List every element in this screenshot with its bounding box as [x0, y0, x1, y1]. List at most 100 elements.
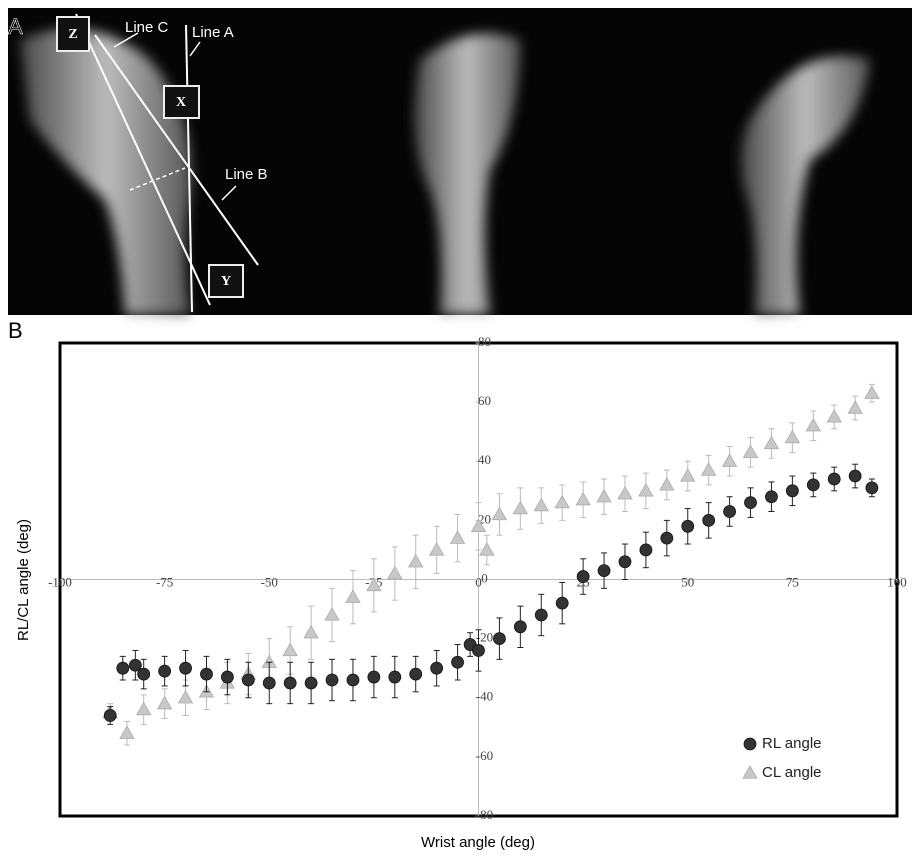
circle-marker — [472, 644, 485, 657]
circle-marker — [618, 555, 632, 569]
circle-marker — [827, 472, 841, 486]
circle-marker — [513, 620, 527, 634]
circle-marker — [723, 505, 736, 518]
circle-marker — [785, 484, 799, 498]
circle-marker — [702, 513, 716, 527]
circle-marker — [137, 667, 151, 681]
circle-marker — [346, 673, 360, 687]
triangle-marker — [491, 506, 508, 521]
circle-marker — [179, 661, 192, 675]
circle-marker — [409, 667, 423, 681]
triangle-marker — [826, 409, 842, 423]
circle-marker — [103, 709, 117, 722]
triangle-marker — [387, 565, 403, 580]
legend-marker — [742, 765, 758, 779]
legend-marker — [743, 737, 757, 751]
circle-marker — [660, 531, 674, 545]
circle-marker — [451, 655, 464, 669]
x-tick-label: 75 — [786, 574, 799, 589]
triangle-marker — [700, 462, 717, 476]
x-tick-label: 50 — [681, 574, 694, 589]
radiograph — [8, 8, 912, 315]
y-axis-label: RL/CL angle (deg) — [15, 519, 32, 641]
circle-marker — [597, 564, 611, 578]
triangle-marker — [617, 485, 633, 500]
y-tick-label: -60 — [476, 748, 493, 763]
triangle-marker — [449, 530, 466, 544]
legend-label: RL angle — [762, 735, 822, 752]
y-tick-label: 40 — [478, 452, 491, 467]
triangle-marker — [680, 468, 696, 482]
circle-marker — [848, 469, 862, 483]
y-tick-label: -40 — [476, 689, 493, 704]
triangle-marker — [659, 477, 675, 491]
triangle-marker — [282, 642, 298, 657]
x-tick-label: -75 — [156, 574, 173, 589]
circle-marker — [367, 670, 381, 684]
line-label: Line B — [225, 166, 268, 183]
circle-marker — [806, 478, 820, 492]
circle-marker — [744, 496, 757, 510]
panel-label: B — [8, 318, 23, 343]
triangle-marker — [408, 553, 424, 568]
circle-marker — [765, 490, 778, 504]
triangle-marker — [805, 417, 821, 432]
triangle-marker — [847, 400, 863, 414]
triangle-marker — [596, 488, 612, 503]
x-tick-label: 100 — [887, 574, 907, 589]
triangle-marker — [533, 497, 549, 512]
circle-marker — [304, 676, 318, 690]
circle-marker — [388, 670, 402, 684]
triangle-marker — [136, 701, 152, 716]
x-tick-label: -100 — [48, 574, 72, 589]
triangle-marker — [554, 494, 570, 509]
circle-marker — [430, 661, 444, 675]
box-label: X — [176, 95, 186, 110]
y-tick-label: 80 — [478, 334, 491, 349]
triangle-marker — [119, 725, 135, 739]
y-tick-label: 60 — [478, 393, 491, 408]
circle-marker — [116, 661, 130, 675]
y-tick-label: 0 — [481, 570, 488, 585]
legend-label: CL angle — [762, 764, 822, 781]
triangle-marker — [470, 518, 487, 532]
box-label: Z — [68, 27, 77, 42]
circle-marker — [241, 673, 255, 687]
triangle-marker — [512, 500, 529, 515]
triangle-marker — [324, 607, 340, 621]
line-label: Line C — [125, 19, 169, 36]
triangle-marker — [156, 695, 173, 710]
triangle-marker — [638, 483, 654, 497]
circle-marker — [639, 543, 653, 557]
y-tick-label: -80 — [476, 807, 493, 822]
x-tick-label: 0 — [475, 574, 482, 589]
circle-marker — [220, 670, 234, 684]
circle-marker — [200, 667, 213, 681]
triangle-marker — [428, 542, 445, 556]
box-label: Y — [221, 274, 231, 289]
line-label: Line A — [192, 24, 234, 41]
circle-marker — [534, 608, 548, 622]
triangle-marker — [366, 577, 382, 592]
triangle-marker — [479, 542, 495, 556]
triangle-marker — [575, 491, 591, 506]
circle-marker — [865, 481, 879, 495]
circle-marker — [325, 673, 339, 687]
circle-marker — [576, 570, 590, 583]
triangle-marker — [345, 589, 361, 603]
circle-marker — [283, 676, 297, 690]
panel-label: A — [8, 14, 23, 39]
circle-marker — [262, 676, 276, 690]
circle-marker — [493, 632, 506, 646]
x-tick-label: -50 — [261, 574, 278, 589]
x-axis-label: Wrist angle (deg) — [421, 834, 535, 851]
triangle-marker — [763, 435, 780, 450]
circle-marker — [128, 658, 142, 672]
circle-marker — [158, 664, 172, 678]
circle-marker — [555, 596, 569, 610]
circle-marker — [681, 519, 695, 533]
y-tick-label: 20 — [478, 511, 491, 526]
y-tick-label: -20 — [476, 630, 493, 645]
